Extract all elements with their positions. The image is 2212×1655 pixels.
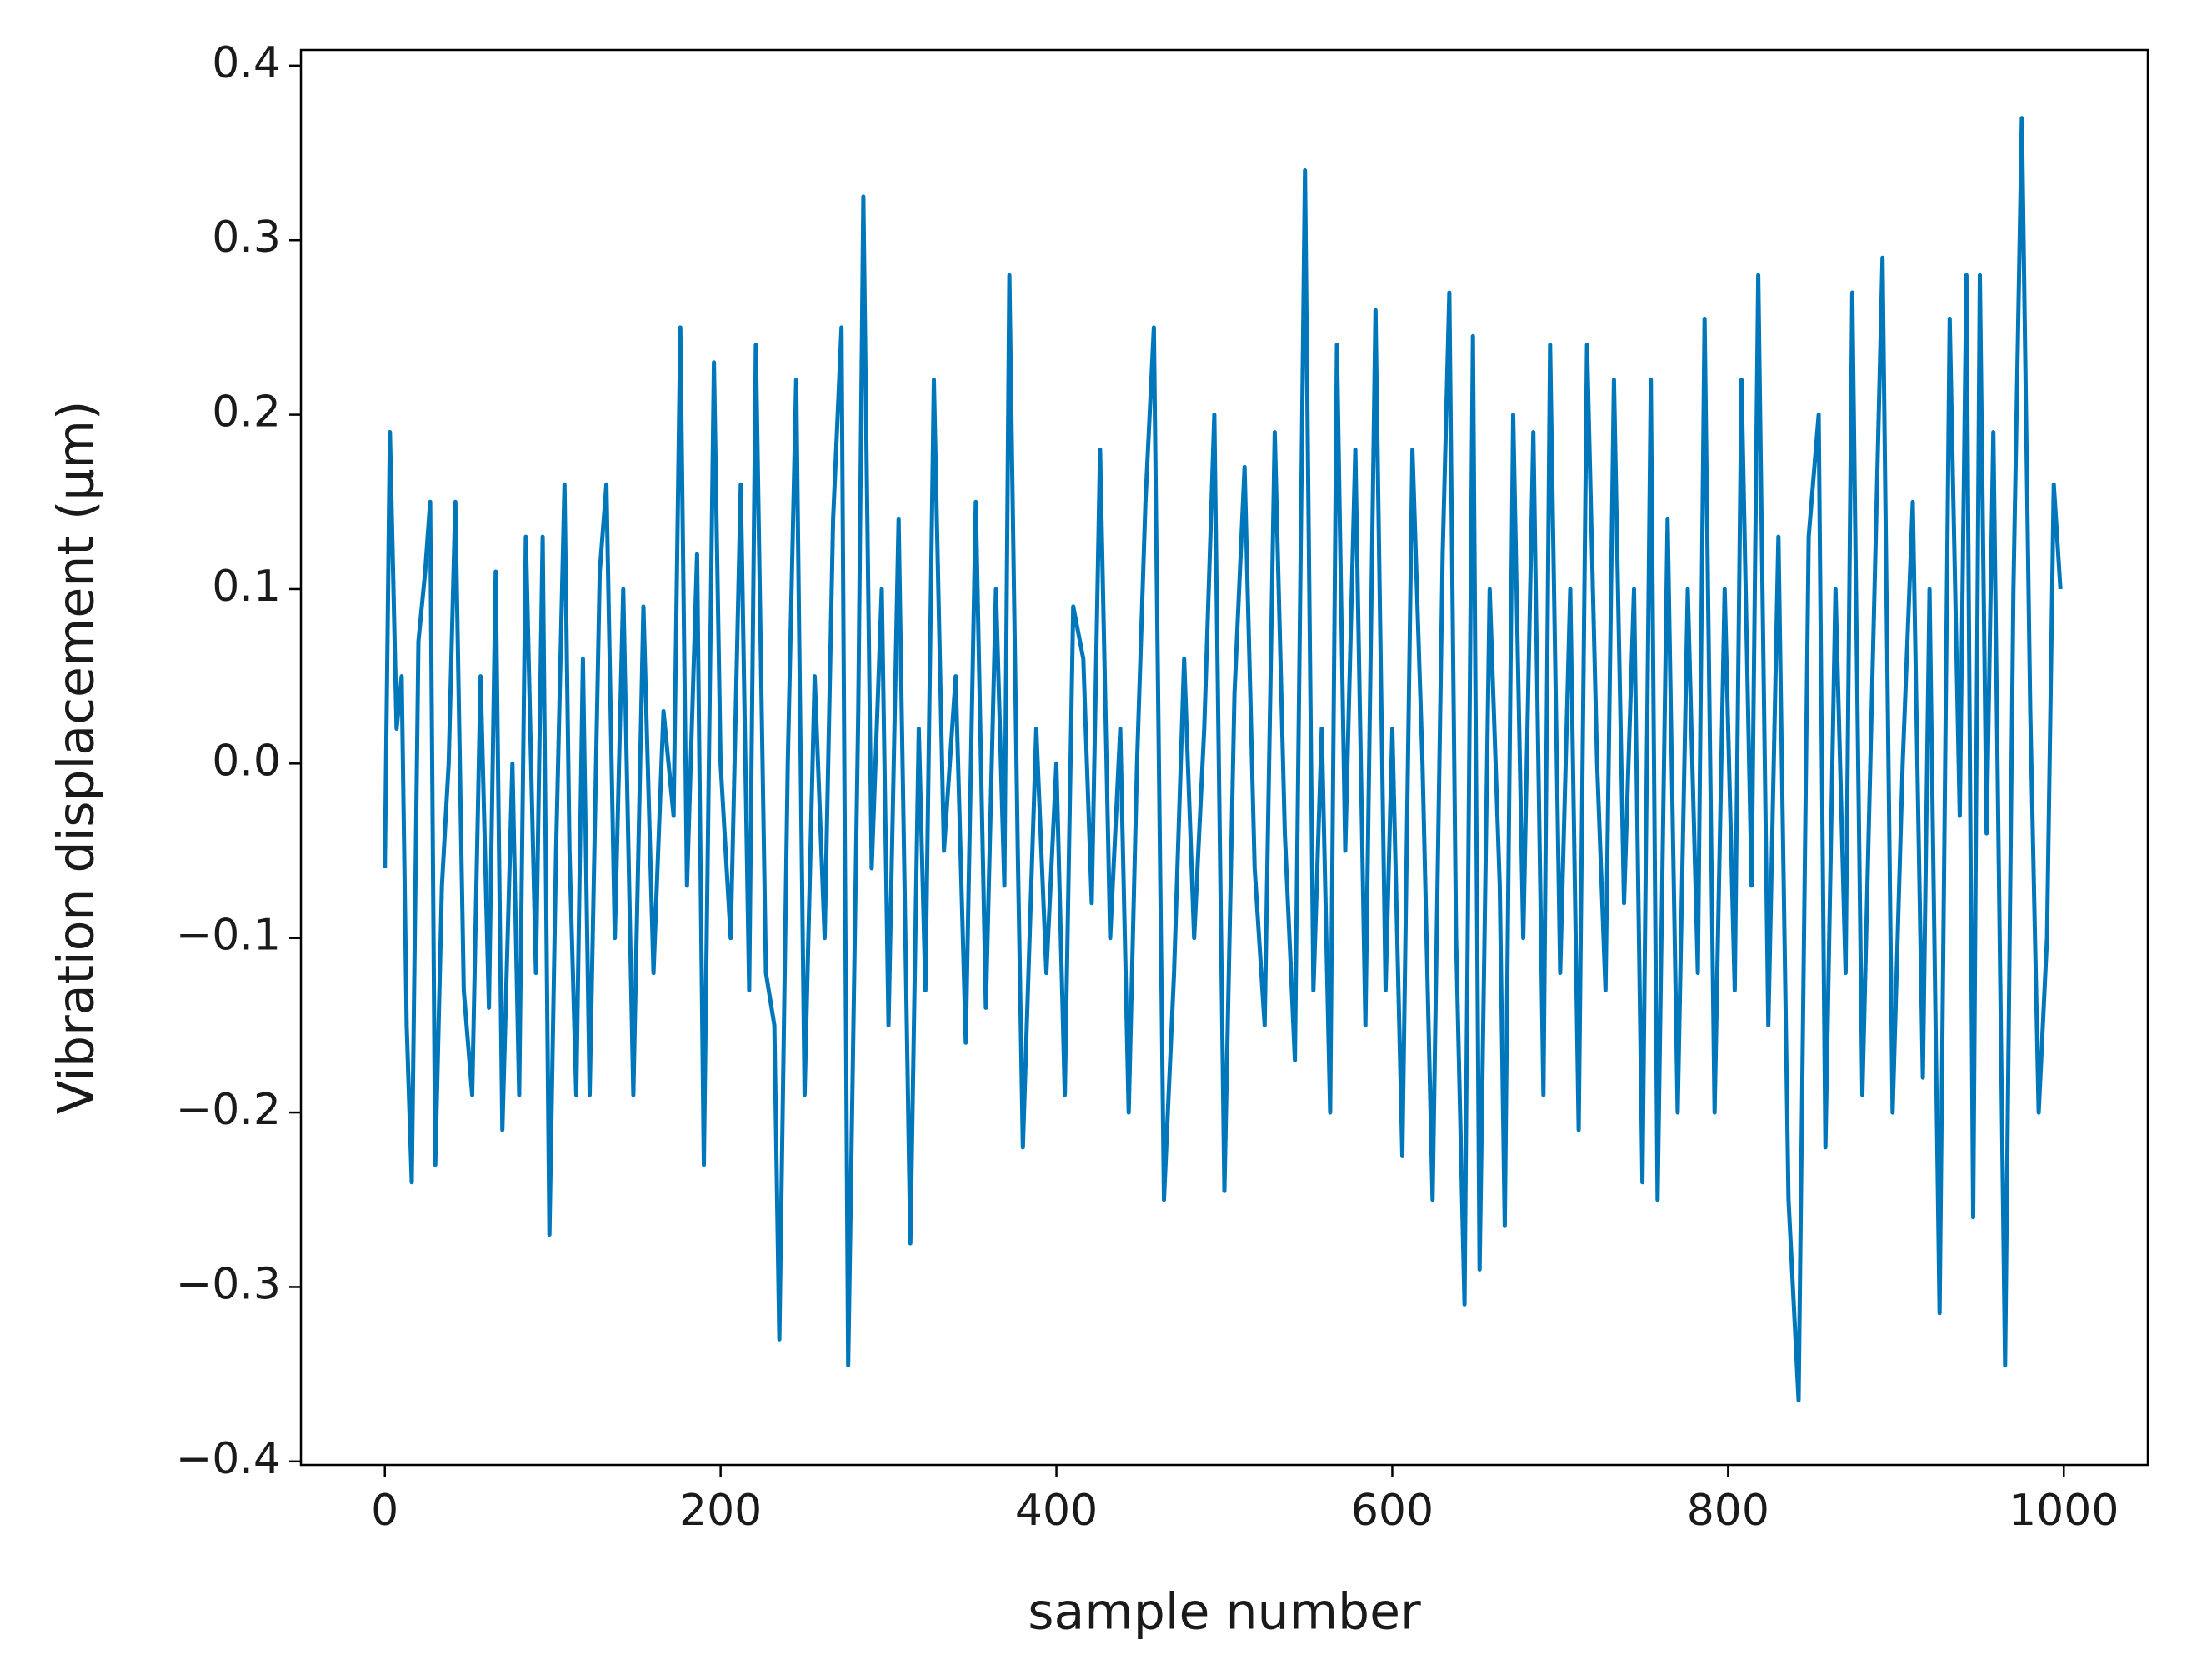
y-tick-label: 0.4 (212, 38, 281, 88)
x-axis-label: sample number (1028, 1583, 1421, 1642)
y-tick-label: −0.2 (176, 1085, 281, 1135)
x-tick-label: 0 (371, 1486, 398, 1536)
x-tick-label: 200 (679, 1486, 762, 1536)
x-tick-label: 600 (1351, 1486, 1434, 1536)
y-tick-label: −0.4 (176, 1434, 281, 1484)
plot-frame (299, 48, 2149, 1467)
y-tick-label: 0.0 (212, 736, 281, 786)
y-tick-label: 0.1 (212, 562, 281, 612)
x-tick-label: 400 (1015, 1486, 1098, 1536)
x-tick-label: 800 (1687, 1486, 1769, 1536)
y-tick-label: −0.1 (176, 911, 281, 961)
y-tick-label: 0.3 (212, 212, 281, 262)
line-series (383, 116, 2063, 1402)
y-tick-label: 0.2 (212, 388, 281, 438)
y-tick-label: −0.3 (176, 1259, 281, 1309)
y-axis-label: Vibration displacement (μm) (48, 401, 106, 1115)
x-tick-label: 1000 (2009, 1486, 2119, 1536)
